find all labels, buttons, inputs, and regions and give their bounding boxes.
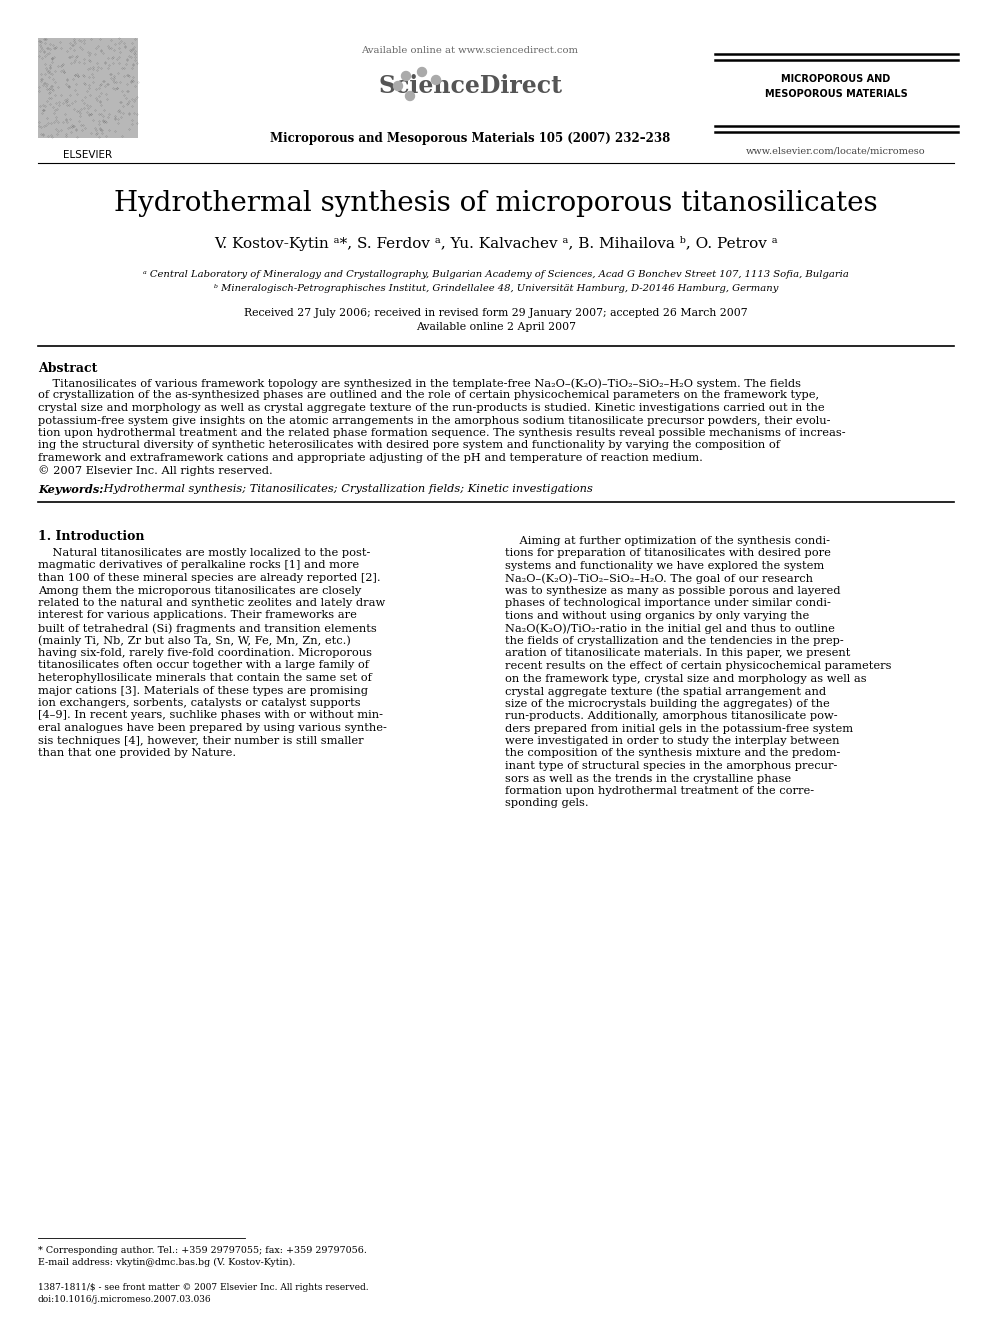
Text: ders prepared from initial gels in the potassium-free system: ders prepared from initial gels in the p… [505, 724, 853, 733]
Text: inant type of structural species in the amorphous precur-: inant type of structural species in the … [505, 761, 837, 771]
Text: Microporous and Mesoporous Materials 105 (2007) 232–238: Microporous and Mesoporous Materials 105… [270, 132, 671, 146]
Circle shape [418, 67, 427, 77]
Text: recent results on the effect of certain physicochemical parameters: recent results on the effect of certain … [505, 662, 892, 671]
Text: heterophyllosilicate minerals that contain the same set of: heterophyllosilicate minerals that conta… [38, 673, 372, 683]
Text: Received 27 July 2006; received in revised form 29 January 2007; accepted 26 Mar: Received 27 July 2006; received in revis… [244, 308, 748, 318]
Text: size of the microcrystals building the aggregates) of the: size of the microcrystals building the a… [505, 699, 829, 709]
Text: sors as well as the trends in the crystalline phase: sors as well as the trends in the crysta… [505, 774, 792, 783]
Text: sis techniques [4], however, their number is still smaller: sis techniques [4], however, their numbe… [38, 736, 364, 745]
Circle shape [406, 91, 415, 101]
Text: Available online at www.sciencedirect.com: Available online at www.sciencedirect.co… [361, 46, 578, 56]
Text: ELSEVIER: ELSEVIER [63, 149, 112, 160]
Text: ᵇ Mineralogisch-Petrographisches Institut, Grindellalee 48, Universität Hamburg,: ᵇ Mineralogisch-Petrographisches Institu… [214, 284, 778, 292]
Text: the composition of the synthesis mixture and the predom-: the composition of the synthesis mixture… [505, 749, 840, 758]
Text: ing the structural diversity of synthetic heterosilicates with desired pore syst: ing the structural diversity of syntheti… [38, 441, 780, 451]
Text: the fields of crystallization and the tendencies in the prep-: the fields of crystallization and the te… [505, 636, 844, 646]
Text: © 2007 Elsevier Inc. All rights reserved.: © 2007 Elsevier Inc. All rights reserved… [38, 466, 273, 476]
Text: were investigated in order to study the interplay between: were investigated in order to study the … [505, 736, 839, 746]
Text: ScienceDirect: ScienceDirect [378, 74, 562, 98]
Text: tions for preparation of titanosilicates with desired pore: tions for preparation of titanosilicates… [505, 549, 831, 558]
Text: * Corresponding author. Tel.: +359 29797055; fax: +359 29797056.: * Corresponding author. Tel.: +359 29797… [38, 1246, 367, 1256]
Text: potassium-free system give insights on the atomic arrangements in the amorphous : potassium-free system give insights on t… [38, 415, 830, 426]
Text: titanosilicates often occur together with a large family of: titanosilicates often occur together wit… [38, 660, 369, 671]
Text: doi:10.1016/j.micromeso.2007.03.036: doi:10.1016/j.micromeso.2007.03.036 [38, 1295, 211, 1304]
Text: than that one provided by Nature.: than that one provided by Nature. [38, 747, 236, 758]
Text: ion exchangers, sorbents, catalysts or catalyst supports: ion exchangers, sorbents, catalysts or c… [38, 699, 361, 708]
Text: run-products. Additionally, amorphous titanosilicate pow-: run-products. Additionally, amorphous ti… [505, 710, 837, 721]
Text: www.elsevier.com/locate/micromeso: www.elsevier.com/locate/micromeso [746, 146, 926, 155]
Text: Available online 2 April 2007: Available online 2 April 2007 [416, 321, 576, 332]
Text: systems and functionality we have explored the system: systems and functionality we have explor… [505, 561, 824, 572]
Text: (mainly Ti, Nb, Zr but also Ta, Sn, W, Fe, Mn, Zn, etc.): (mainly Ti, Nb, Zr but also Ta, Sn, W, F… [38, 635, 351, 646]
Text: ᵃ Central Laboratory of Mineralogy and Crystallography, Bulgarian Academy of Sci: ᵃ Central Laboratory of Mineralogy and C… [143, 270, 849, 279]
Text: eral analogues have been prepared by using various synthe-: eral analogues have been prepared by usi… [38, 722, 387, 733]
Text: tion upon hydrothermal treatment and the related phase formation sequence. The s: tion upon hydrothermal treatment and the… [38, 429, 845, 438]
Text: built of tetrahedral (Si) fragments and transition elements: built of tetrahedral (Si) fragments and … [38, 623, 377, 634]
Text: interest for various applications. Their frameworks are: interest for various applications. Their… [38, 610, 357, 620]
Text: 1. Introduction: 1. Introduction [38, 531, 145, 542]
Text: on the framework type, crystal size and morphology as well as: on the framework type, crystal size and … [505, 673, 867, 684]
Text: related to the natural and synthetic zeolites and lately draw: related to the natural and synthetic zeo… [38, 598, 385, 609]
Text: Hydrothermal synthesis; Titanosilicates; Crystallization fields; Kinetic investi: Hydrothermal synthesis; Titanosilicates;… [100, 484, 593, 493]
Text: aration of titanosilicate materials. In this paper, we present: aration of titanosilicate materials. In … [505, 648, 850, 659]
Circle shape [432, 75, 440, 85]
Text: of crystallization of the as-synthesized phases are outlined and the role of cer: of crystallization of the as-synthesized… [38, 390, 819, 401]
Text: Natural titanosilicates are mostly localized to the post-: Natural titanosilicates are mostly local… [38, 548, 370, 558]
Text: tions and without using organics by only varying the: tions and without using organics by only… [505, 611, 809, 620]
Text: Abstract: Abstract [38, 363, 97, 374]
Text: Titanosilicates of various framework topology are synthesized in the template-fr: Titanosilicates of various framework top… [38, 378, 801, 389]
Text: Aiming at further optimization of the synthesis condi-: Aiming at further optimization of the sy… [505, 536, 830, 546]
Text: than 100 of these mineral species are already reported [2].: than 100 of these mineral species are al… [38, 573, 381, 583]
Text: Hydrothermal synthesis of microporous titanosilicates: Hydrothermal synthesis of microporous ti… [114, 191, 878, 217]
Bar [38, 38, 138, 138]
Text: framework and extraframework cations and appropriate adjusting of the pH and tem: framework and extraframework cations and… [38, 452, 703, 463]
Text: Keywords:: Keywords: [38, 484, 103, 495]
Text: Na₂O(K₂O)/TiO₂-ratio in the initial gel and thus to outline: Na₂O(K₂O)/TiO₂-ratio in the initial gel … [505, 623, 835, 634]
Text: Na₂O–(K₂O)–TiO₂–SiO₂–H₂O. The goal of our research: Na₂O–(K₂O)–TiO₂–SiO₂–H₂O. The goal of ou… [505, 573, 813, 583]
Text: [4–9]. In recent years, suchlike phases with or without min-: [4–9]. In recent years, suchlike phases … [38, 710, 383, 721]
Text: MICROPOROUS AND
MESOPOROUS MATERIALS: MICROPOROUS AND MESOPOROUS MATERIALS [765, 74, 908, 99]
Text: E-mail address: vkytin@dmc.bas.bg (V. Kostov-Kytin).: E-mail address: vkytin@dmc.bas.bg (V. Ko… [38, 1258, 296, 1267]
Text: crystal size and morphology as well as crystal aggregate texture of the run-prod: crystal size and morphology as well as c… [38, 404, 824, 413]
Text: having six-fold, rarely five-fold coordination. Microporous: having six-fold, rarely five-fold coordi… [38, 648, 372, 658]
Text: phases of technological importance under similar condi-: phases of technological importance under… [505, 598, 831, 609]
Text: 1387-1811/$ - see front matter © 2007 Elsevier Inc. All rights reserved.: 1387-1811/$ - see front matter © 2007 El… [38, 1283, 369, 1293]
Text: sponding gels.: sponding gels. [505, 799, 588, 808]
Circle shape [402, 71, 411, 81]
Text: Among them the microporous titanosilicates are closely: Among them the microporous titanosilicat… [38, 586, 361, 595]
Text: V. Kostov-Kytin ᵃ*, S. Ferdov ᵃ, Yu. Kalvachev ᵃ, B. Mihailova ᵇ, O. Petrov ᵃ: V. Kostov-Kytin ᵃ*, S. Ferdov ᵃ, Yu. Kal… [214, 235, 778, 251]
Text: crystal aggregate texture (the spatial arrangement and: crystal aggregate texture (the spatial a… [505, 687, 826, 697]
Text: was to synthesize as many as possible porous and layered: was to synthesize as many as possible po… [505, 586, 840, 595]
Text: magmatic derivatives of peralkaline rocks [1] and more: magmatic derivatives of peralkaline rock… [38, 561, 359, 570]
Text: major cations [3]. Materials of these types are promising: major cations [3]. Materials of these ty… [38, 685, 368, 696]
Circle shape [394, 82, 403, 90]
Text: formation upon hydrothermal treatment of the corre-: formation upon hydrothermal treatment of… [505, 786, 814, 796]
